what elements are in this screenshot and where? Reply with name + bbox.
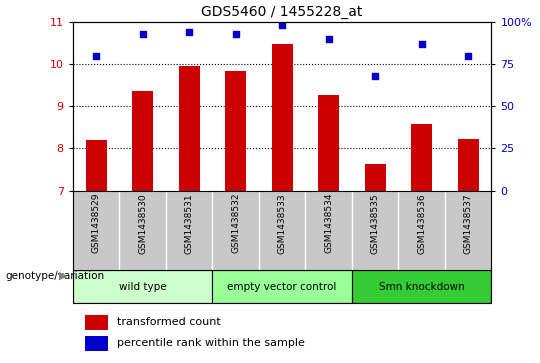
- Text: percentile rank within the sample: percentile rank within the sample: [117, 338, 305, 348]
- Text: GSM1438532: GSM1438532: [231, 193, 240, 253]
- Text: GSM1438529: GSM1438529: [92, 193, 100, 253]
- Bar: [364, 164, 386, 191]
- Text: wild type: wild type: [119, 282, 166, 292]
- Text: GSM1438536: GSM1438536: [417, 193, 426, 254]
- Bar: [132, 91, 153, 191]
- Bar: [73, 270, 212, 303]
- Point: [278, 22, 286, 28]
- Text: ▶: ▶: [59, 271, 68, 281]
- Text: transformed count: transformed count: [117, 317, 221, 327]
- Text: empty vector control: empty vector control: [227, 282, 337, 292]
- Bar: [411, 124, 432, 191]
- Bar: [458, 139, 478, 191]
- Text: Smn knockdown: Smn knockdown: [379, 282, 464, 292]
- Text: GSM1438537: GSM1438537: [464, 193, 472, 254]
- Text: GSM1438530: GSM1438530: [138, 193, 147, 254]
- Bar: [86, 140, 106, 191]
- Bar: [85, 315, 109, 330]
- Bar: [212, 270, 352, 303]
- Bar: [352, 270, 491, 303]
- Text: GSM1438533: GSM1438533: [278, 193, 287, 254]
- Point: [231, 31, 240, 37]
- Text: GSM1438531: GSM1438531: [185, 193, 194, 254]
- Point: [325, 36, 333, 41]
- Point: [464, 53, 472, 58]
- Text: GSM1438534: GSM1438534: [324, 193, 333, 253]
- Point: [371, 73, 380, 79]
- Bar: [179, 66, 200, 191]
- Bar: [225, 71, 246, 191]
- Point: [92, 53, 100, 58]
- Text: genotype/variation: genotype/variation: [5, 271, 105, 281]
- Point: [417, 41, 426, 46]
- Point: [185, 29, 193, 35]
- Text: GSM1438535: GSM1438535: [370, 193, 380, 254]
- Bar: [318, 95, 339, 191]
- Title: GDS5460 / 1455228_at: GDS5460 / 1455228_at: [201, 5, 363, 19]
- Bar: [85, 336, 109, 351]
- Bar: [272, 44, 293, 191]
- Point: [138, 31, 147, 37]
